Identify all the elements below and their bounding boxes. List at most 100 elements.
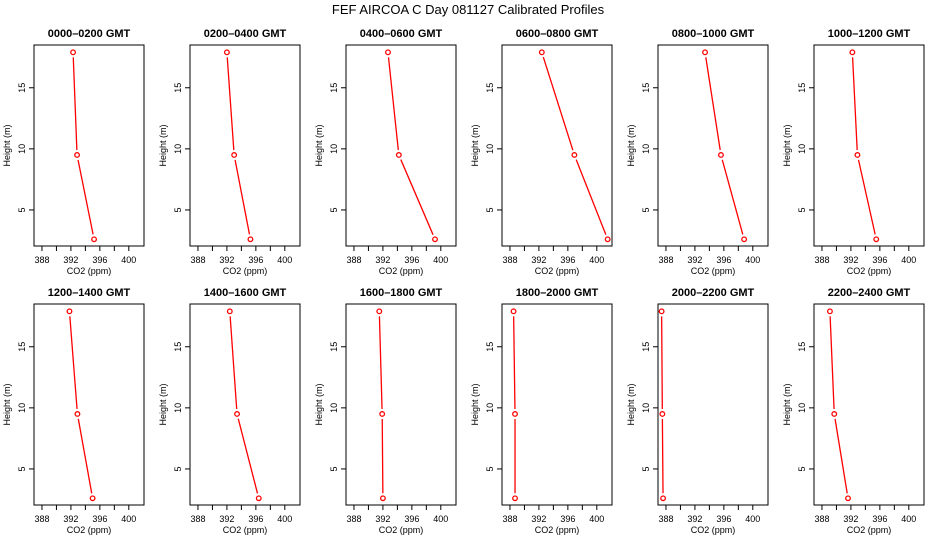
data-point [432,236,438,243]
y-tick-label: 10 [173,403,183,413]
panel-1: 0200–0400 GMT 388 392 396 400 5 10 15 CO2 (ppm) H… [158,28,301,276]
data-point [741,236,748,243]
chart-title: FEF AIRCOA C Day 081127 Calibrated Profi… [332,2,605,17]
x-tick-label: 392 [531,255,546,265]
data-point [512,411,518,417]
y-tick-label: 5 [173,466,183,471]
panel-6: 1200–1400 GMT 388 392 396 400 5 10 15 CO2 (ppm) H… [2,287,145,535]
panel-title: 1200–1400 GMT [48,287,131,299]
x-tick-label: 388 [190,255,205,265]
plot-frame [189,44,301,247]
profile-segment [381,418,384,494]
data-point [826,308,833,315]
x-axis-label: CO2 (ppm) [691,525,736,535]
x-axis-label: CO2 (ppm) [847,525,892,535]
panel-4: 0800–1000 GMT 388 392 396 400 5 10 15 CO2 (ppm) H… [626,28,769,276]
y-tick-label: 5 [329,466,339,471]
y-tick-label: 15 [329,83,339,93]
plot-frame [813,303,925,506]
x-tick-label: 392 [687,255,702,265]
panel-title: 0000–0200 GMT [48,28,131,40]
data-point [512,495,518,502]
profile-segment [834,418,848,494]
data-point [226,308,233,315]
data-point [255,495,262,502]
x-axis-label: CO2 (ppm) [847,266,892,276]
panel-5: 1000–1200 GMT 388 392 396 400 5 10 15 CO2 (ppm) H… [782,28,925,276]
panel-title: 0200–0400 GMT [204,28,287,40]
x-tick-label: 388 [814,255,829,265]
x-tick-label: 392 [219,514,234,524]
x-tick-label: 388 [190,514,205,524]
x-tick-label: 400 [433,514,448,524]
profile-segment [77,418,93,494]
y-tick-label: 10 [641,403,651,413]
panel-7: 1400–1600 GMT 388 392 396 400 5 10 15 CO2 (ppm) H… [158,287,301,535]
profile-segment [542,56,574,151]
profile-segment [387,57,399,151]
y-tick-label: 15 [173,83,183,93]
data-point [231,152,238,158]
data-point [854,152,861,158]
y-tick-label: 15 [797,83,807,93]
profile-segment [69,316,78,410]
y-tick-label: 15 [641,342,651,352]
x-tick-label: 388 [502,514,517,524]
plot-frame [501,44,613,247]
x-tick-label: 400 [589,514,604,524]
y-tick-label: 15 [17,342,27,352]
profile-segment [721,159,744,235]
y-tick-label: 15 [797,342,807,352]
panel-title: 2200–2400 GMT [828,287,911,299]
y-tick-label: 10 [17,144,27,154]
x-tick-label: 396 [404,514,419,524]
y-tick-label: 10 [329,144,339,154]
x-tick-label: 400 [277,255,292,265]
plot-frame [657,303,769,506]
x-tick-label: 396 [872,255,887,265]
y-axis-label: Height (m) [782,124,792,166]
plot-frame [345,44,457,247]
profile-segment [226,57,235,151]
y-tick-label: 10 [173,144,183,154]
x-axis-label: CO2 (ppm) [535,266,580,276]
y-axis-label: Height (m) [314,383,324,425]
panel-10: 2000–2200 GMT 388 392 396 400 5 10 15 CO2 (ppm) H… [626,287,769,535]
x-tick-label: 388 [346,255,361,265]
data-point [385,49,391,56]
y-tick-label: 10 [485,403,495,413]
x-tick-label: 400 [745,255,760,265]
profile-segment [575,159,607,235]
data-point [247,236,254,243]
x-tick-label: 392 [531,514,546,524]
panel-title: 0400–0600 GMT [360,28,443,40]
data-point [659,411,666,417]
profile-segment [705,57,721,151]
x-tick-label: 400 [901,255,916,265]
panel-title: 1800–2000 GMT [516,287,599,299]
plot-frame [189,303,301,506]
panel-title: 1600–1800 GMT [360,287,443,299]
x-tick-label: 392 [219,255,234,265]
x-tick-label: 392 [375,514,390,524]
y-tick-label: 5 [173,207,183,212]
x-tick-label: 396 [248,255,263,265]
data-point [66,308,73,315]
data-point [873,236,880,243]
profile-segment [72,57,78,150]
profile-segment [661,418,664,494]
data-point [538,49,545,56]
x-axis-label: CO2 (ppm) [67,525,112,535]
data-point [74,411,81,417]
y-tick-label: 10 [17,403,27,413]
data-point [89,495,96,502]
x-tick-label: 400 [433,255,448,265]
panel-title: 0800–1000 GMT [672,28,755,40]
x-axis-label: CO2 (ppm) [535,525,580,535]
x-tick-label: 396 [560,514,575,524]
y-tick-label: 5 [797,207,807,212]
y-tick-label: 5 [485,466,495,471]
x-tick-label: 396 [872,514,887,524]
y-axis-label: Height (m) [158,124,168,166]
